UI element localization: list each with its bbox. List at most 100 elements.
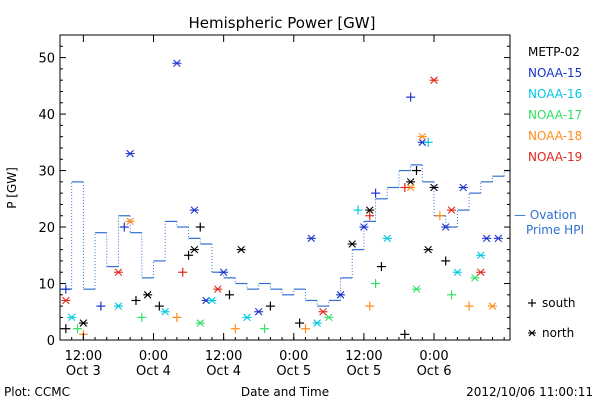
data-point-noaa-15	[441, 223, 451, 231]
data-point-noaa-17	[73, 324, 83, 334]
data-point-noaa-18	[230, 324, 240, 334]
legend-entry: NOAA-18	[528, 129, 582, 143]
marker-stroke	[441, 223, 450, 231]
data-point-noaa-15	[125, 149, 135, 158]
marker-stroke	[214, 285, 222, 293]
x-tick-label-date: Oct 5	[276, 364, 311, 379]
data-point-noaa-15	[458, 183, 468, 192]
data-point-noaa-16	[207, 296, 217, 305]
x-tick-label-date: Oct 3	[66, 364, 101, 379]
x-tick-label-date: Oct 4	[206, 364, 241, 379]
data-point-noaa-15	[406, 92, 416, 102]
x-axis-label: Date and Time	[241, 385, 329, 399]
y-axis-label: P [GW]	[5, 167, 19, 209]
x-tick-label-date: Oct 5	[346, 364, 381, 379]
x-tick-label-date: Oct 6	[417, 364, 452, 379]
x-tick-label-time: 0:00	[279, 349, 308, 364]
marker-stroke	[418, 132, 427, 141]
marker-stroke	[412, 285, 421, 293]
data-point-metp-02	[429, 183, 439, 192]
data-point-metp-02	[347, 240, 357, 248]
scatter-points	[61, 59, 503, 339]
marker-stroke	[237, 245, 245, 254]
data-point-noaa-19	[365, 211, 375, 221]
data-point-noaa-17	[137, 312, 147, 322]
legend-entry: NOAA-16	[528, 87, 582, 101]
data-point-noaa-19	[61, 296, 71, 305]
legend-marker-star	[528, 329, 536, 337]
legend: METP-02 NOAA-15 NOAA-16 NOAA-17 NOAA-18 NOAA-…	[514, 45, 584, 340]
data-point-noaa-16	[113, 302, 123, 310]
marker-stroke	[219, 268, 228, 276]
data-point-noaa-15	[371, 188, 381, 198]
marker-stroke	[173, 59, 181, 68]
data-point-noaa-16	[242, 313, 252, 322]
data-point-noaa-17	[324, 313, 334, 322]
legend-marker-plus	[528, 299, 536, 307]
data-point-noaa-15	[482, 234, 492, 243]
data-point-noaa-17	[371, 279, 381, 289]
data-point-metp-02	[423, 245, 433, 254]
data-point-noaa-18	[125, 217, 135, 226]
plot-frame	[59, 34, 511, 341]
data-point-noaa-18	[464, 301, 474, 311]
y-tick-label: 20	[38, 221, 55, 236]
data-point-metp-02	[189, 245, 199, 254]
marker-stroke	[477, 251, 485, 260]
data-point-noaa-19	[213, 285, 223, 293]
data-point-noaa-15	[359, 223, 369, 231]
data-point-metp-02	[236, 245, 246, 254]
x-tick-label-time: 12:00	[205, 349, 242, 364]
legend-ovation: — Ovation	[514, 208, 577, 222]
data-point-noaa-18	[300, 324, 310, 334]
data-point-noaa-16	[312, 319, 322, 327]
data-point-metp-02	[131, 295, 141, 305]
marker-stroke	[243, 313, 251, 322]
marker-stroke	[418, 138, 427, 147]
data-point-noaa-17	[411, 285, 421, 293]
legend-entry: METP-02	[528, 45, 580, 59]
data-point-metp-02	[295, 318, 305, 328]
y-tick-label: 40	[38, 108, 55, 123]
marker-stroke	[143, 291, 152, 299]
marker-stroke	[471, 274, 479, 282]
marker-stroke	[482, 234, 491, 243]
data-point-noaa-15	[96, 301, 106, 311]
footer-timestamp: 2012/10/06 11:00:11	[466, 385, 593, 399]
data-point-noaa-16	[353, 205, 363, 215]
data-point-noaa-17	[195, 319, 205, 327]
marker-stroke	[254, 307, 263, 316]
marker-stroke	[319, 307, 327, 316]
marker-stroke	[430, 183, 438, 192]
footer-plot-source: Plot: CCMC	[4, 385, 70, 399]
marker-stroke	[365, 206, 374, 214]
chart-title: Hemispheric Power [GW]	[189, 14, 376, 32]
marker-stroke	[114, 268, 123, 276]
marker-stroke	[126, 217, 134, 226]
data-point-noaa-16	[67, 313, 77, 322]
marker-stroke	[348, 240, 356, 248]
legend-marker-label: south	[542, 296, 576, 310]
data-point-noaa-15	[189, 206, 199, 214]
data-point-metp-02	[154, 301, 164, 311]
marker-stroke	[208, 296, 216, 305]
data-point-metp-02	[400, 329, 410, 339]
data-point-noaa-16	[382, 234, 392, 243]
data-point-noaa-16	[423, 137, 433, 147]
marker-stroke	[190, 245, 199, 254]
data-point-metp-02	[78, 319, 88, 327]
marker-stroke	[196, 319, 205, 327]
marker-stroke	[430, 76, 438, 84]
data-point-noaa-19	[447, 206, 457, 214]
data-point-noaa-18	[172, 312, 182, 322]
data-point-noaa-15	[336, 291, 346, 299]
marker-stroke	[126, 149, 134, 158]
x-tick-label-time: 12:00	[65, 349, 102, 364]
y-tick-label: 30	[38, 165, 55, 180]
x-tick-label-time: 0:00	[139, 349, 168, 364]
marker-stroke	[447, 206, 456, 214]
data-point-noaa-17	[470, 274, 480, 282]
data-point-metp-02	[406, 178, 416, 186]
marker-stroke	[336, 291, 345, 299]
